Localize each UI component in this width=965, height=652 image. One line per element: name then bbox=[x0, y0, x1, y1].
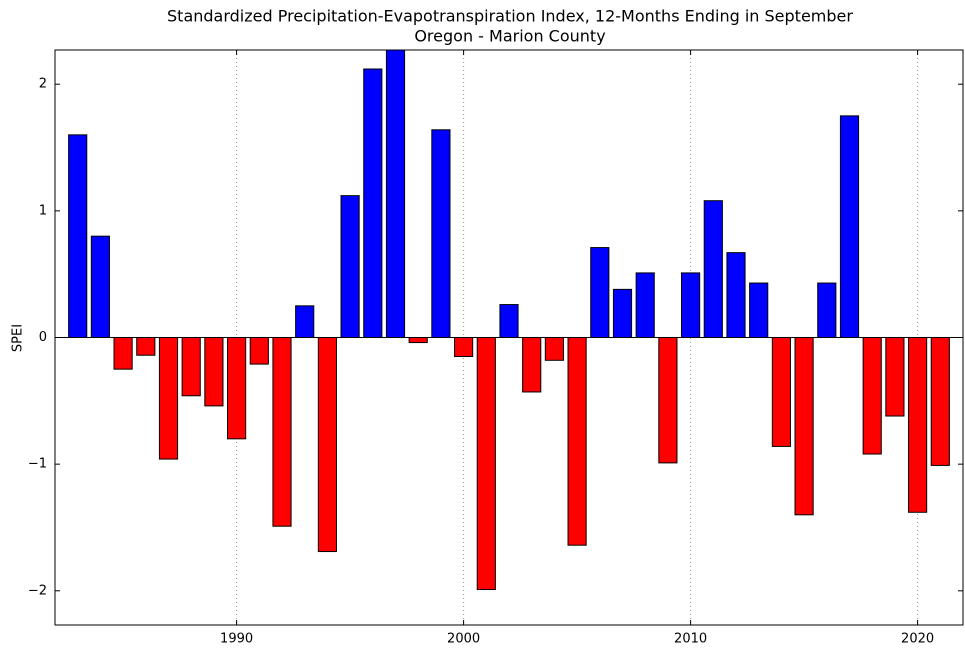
bar bbox=[204, 337, 224, 407]
bar bbox=[340, 195, 360, 338]
y-tick-label: 0 bbox=[39, 330, 47, 345]
bar bbox=[749, 282, 769, 338]
bar bbox=[249, 337, 269, 365]
bar bbox=[158, 337, 179, 460]
bar bbox=[68, 134, 88, 338]
y-tick-label: −1 bbox=[28, 457, 47, 472]
y-tick-label: 1 bbox=[39, 203, 47, 218]
bar bbox=[862, 337, 882, 455]
bar bbox=[703, 200, 723, 338]
bar bbox=[908, 337, 928, 513]
x-tick-label: 2000 bbox=[447, 632, 480, 647]
bar bbox=[454, 337, 474, 357]
bar bbox=[385, 50, 406, 338]
bar bbox=[272, 337, 292, 527]
bar bbox=[522, 337, 542, 393]
bar bbox=[431, 129, 451, 338]
bar bbox=[113, 337, 133, 370]
bar bbox=[590, 247, 610, 338]
plot-frame bbox=[54, 49, 964, 626]
bar bbox=[839, 115, 860, 339]
bar bbox=[476, 337, 496, 591]
x-tick-label: 1990 bbox=[220, 632, 253, 647]
x-tick-label: 2010 bbox=[674, 632, 707, 647]
bar bbox=[408, 337, 428, 344]
bar bbox=[136, 337, 156, 356]
bar bbox=[681, 272, 701, 339]
bar bbox=[567, 337, 587, 546]
x-tick-label: 2020 bbox=[901, 632, 934, 647]
bar bbox=[658, 337, 678, 464]
y-axis-label: SPEI bbox=[11, 324, 26, 352]
y-tick-label: 2 bbox=[39, 77, 47, 92]
bar bbox=[635, 272, 655, 339]
bar bbox=[544, 337, 564, 361]
bar bbox=[885, 337, 905, 417]
bar bbox=[817, 282, 837, 338]
bar bbox=[363, 68, 383, 338]
y-tick-label: −2 bbox=[28, 583, 47, 598]
bar bbox=[612, 288, 633, 339]
bar bbox=[227, 337, 247, 440]
bar bbox=[317, 337, 337, 553]
bar bbox=[771, 337, 791, 447]
bar bbox=[794, 337, 814, 516]
bar bbox=[930, 337, 950, 466]
bar bbox=[499, 304, 519, 339]
bar bbox=[726, 252, 746, 338]
bar bbox=[295, 305, 315, 339]
chart-title: Standardized Precipitation-Evapotranspir… bbox=[167, 7, 853, 26]
bar bbox=[90, 235, 110, 339]
bar bbox=[181, 337, 201, 397]
chart-subtitle: Oregon - Marion County bbox=[414, 27, 605, 46]
